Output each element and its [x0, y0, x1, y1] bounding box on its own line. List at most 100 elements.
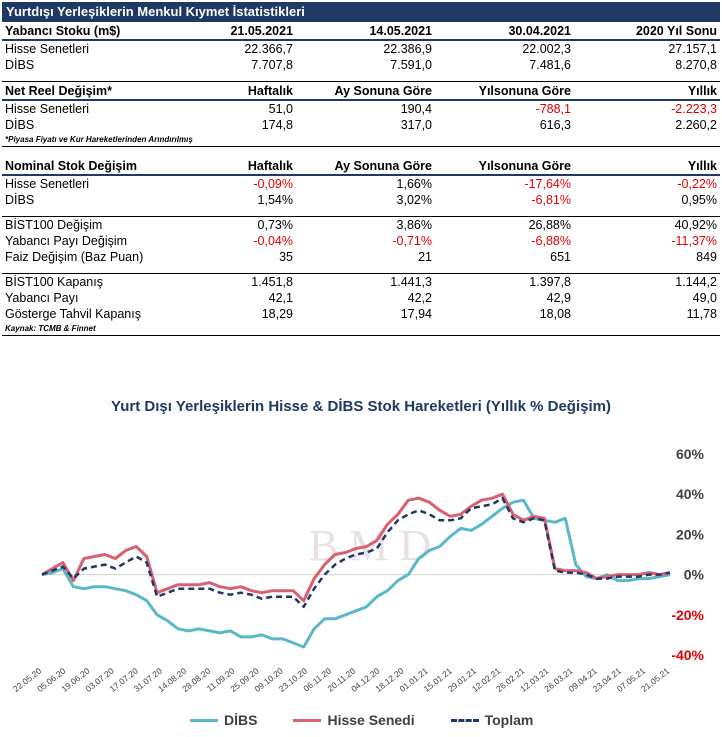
legend-label-toplam: Toplam	[484, 712, 534, 728]
statistics-panel: Yurtdışı Yerleşiklerin Menkul Kıymet İst…	[2, 2, 720, 336]
row-label: Yabancı Payı	[5, 291, 79, 305]
chart-title: Yurt Dışı Yerleşiklerin Hisse & DİBS Sto…	[111, 398, 611, 415]
cell-value: 0,95%	[681, 193, 717, 207]
y-tick-label: 40%	[676, 486, 705, 502]
cell-value: Ay Sonuna Göre	[296, 81, 435, 101]
cell-value: -6,88%	[531, 234, 571, 248]
nominal-header-row: Nominal Stok Değişim Haftalık Ay Sonuna Gö…	[2, 157, 720, 176]
footnote: Kaynak: TCMB & Finnet	[2, 322, 720, 336]
cell-value: 22.002,3	[522, 42, 571, 56]
cell-value: 1.144,2	[675, 275, 717, 289]
cell-value: 14.05.2021	[296, 22, 435, 41]
y-tick-label: -40%	[671, 647, 704, 663]
cell-value: 1.441,3	[390, 275, 432, 289]
cell-value: -0,04%	[253, 234, 293, 248]
statistics-table: Yabancı Stoku (m$) 21.05.2021 14.05.2021 30…	[2, 22, 720, 336]
net-real-row: DİBS 174,8 317,0 616,3 2.260,2	[2, 117, 720, 133]
cell-value: 1.451,8	[251, 275, 293, 289]
nominal-row: DİBS 1,54% 3,02% -6,81% 0,95%	[2, 192, 720, 208]
cell-value: 174,8	[261, 118, 293, 132]
y-tick-label: 20%	[676, 526, 705, 542]
cell-value: 8.270,8	[675, 58, 717, 72]
spacer	[2, 265, 720, 274]
cell-value: Haftalık	[202, 81, 296, 101]
legend-label-dibs: DİBS	[224, 712, 258, 728]
cell-value: Yıllık	[574, 81, 720, 101]
cell-value: Haftalık	[202, 157, 296, 176]
cell-value: 0,73%	[257, 218, 293, 232]
cell-value: Ay Sonuna Göre	[296, 157, 435, 176]
cell-value: 42,9	[546, 291, 571, 305]
cell-value: 26,88%	[528, 218, 571, 232]
cell-value: 317,0	[400, 118, 432, 132]
cell-value: 616,3	[539, 118, 571, 132]
net-real-row: Hisse Senetleri 51,0 190,4 -788,1 -2.223,3	[2, 100, 720, 117]
row-label: Hisse Senetleri	[5, 42, 90, 56]
legend-label-hisse: Hisse Senedi	[327, 712, 415, 728]
cell-value: 22.366,7	[244, 42, 293, 56]
cell-value: -788,1	[535, 102, 571, 116]
toplam-line-swatch	[450, 718, 479, 722]
cell-value: 3,02%	[396, 193, 432, 207]
cell-value: 2.260,2	[675, 118, 717, 132]
spacer	[2, 73, 720, 82]
dibs-series-line	[41, 498, 671, 649]
row-label: BİST100 Değişim	[5, 218, 103, 232]
row-label: Gösterge Tahvil Kapanış	[5, 307, 141, 321]
cell-value: Yılsonuna Göre	[435, 157, 574, 176]
cell-value: 3,86%	[396, 218, 432, 232]
footnote: *Piyasa Fiyatı ve Kur Hareketlerinden Ar…	[2, 133, 720, 147]
cell-value: 1.397,8	[529, 275, 571, 289]
cell-value: 849	[696, 250, 717, 264]
cell-value: 1,54%	[257, 193, 293, 207]
cell-value: 22.386,9	[383, 42, 432, 56]
y-tick-label: -20%	[671, 607, 704, 623]
row-label: DİBS	[5, 58, 35, 72]
stock-row: Hisse Senetleri 22.366,7 22.386,9 22.002,3 2…	[2, 40, 720, 57]
row-label: DİBS	[5, 118, 35, 132]
cell-value: 18,29	[261, 307, 293, 321]
row-label: Net Reel Değişim*	[2, 81, 202, 101]
row-label: Nominal Stok Değişim	[2, 157, 202, 176]
cell-value: 17,94	[400, 307, 432, 321]
stock-header-row: Yabancı Stoku (m$) 21.05.2021 14.05.2021 30…	[2, 22, 720, 41]
cell-value: -6,81%	[531, 193, 571, 207]
cell-value: 21	[418, 250, 432, 264]
cell-value: 18,08	[539, 307, 571, 321]
net-real-header-row: Net Reel Değişim* Haftalık Ay Sonuna Göre Y…	[2, 81, 720, 101]
cell-value: Yıllık	[574, 157, 720, 176]
row-label: Yabancı Payı Değişim	[5, 234, 128, 248]
y-tick-label: 60%	[676, 446, 705, 462]
row-label: Faiz Değişim (Baz Puan)	[5, 250, 144, 264]
hisse-line-swatch	[293, 718, 322, 722]
cell-value: Yılsonuna Göre	[435, 81, 574, 101]
cell-value: 42,2	[407, 291, 432, 305]
chart-legend: DİBS Hisse Senedi Toplam	[190, 712, 533, 728]
cell-value: 30.04.2021	[435, 22, 574, 41]
hisse-series-line	[41, 492, 671, 603]
row-label: Hisse Senetleri	[5, 177, 90, 191]
row-label: Hisse Senetleri	[5, 102, 90, 116]
cell-value: -0,22%	[677, 177, 717, 191]
line-chart: B M D60%40%20%0%-20%-40%22.05.2005.06.20…	[11, 446, 705, 694]
legend-item-toplam: Toplam	[450, 712, 534, 728]
cell-value: 1,66%	[396, 177, 432, 191]
cell-value: 7.707,8	[251, 58, 293, 72]
cell-value: 21.05.2021	[202, 22, 296, 41]
cell-value: -17,64%	[524, 177, 571, 191]
cell-value: 40,92%	[674, 218, 717, 232]
bist-change-row: Yabancı Payı Değişim -0,04% -0,71% -6,88% -1…	[2, 233, 720, 249]
row-label: Yabancı Stoku (m$)	[2, 22, 202, 41]
bist-change-row: BİST100 Değişim 0,73% 3,86% 26,88% 40,92%	[2, 217, 720, 234]
closing-row: Gösterge Tahvil Kapanış 18,29 17,94 18,08 11…	[2, 306, 720, 322]
y-tick-label: 0%	[684, 567, 705, 583]
closing-row: BİST100 Kapanış 1.451,8 1.441,3 1.397,8 1.14…	[2, 274, 720, 291]
panel-title: Yurtdışı Yerleşiklerin Menkul Kıymet İst…	[2, 2, 720, 22]
cell-value: 49,0	[692, 291, 717, 305]
cell-value: 27.157,1	[668, 42, 717, 56]
cell-value: 35	[279, 250, 293, 264]
cell-value: -11,37%	[671, 234, 717, 248]
footnote-row: Kaynak: TCMB & Finnet	[2, 322, 720, 336]
cell-value: 7.591,0	[390, 58, 432, 72]
bist-change-row: Faiz Değişim (Baz Puan) 35 21 651 849	[2, 249, 720, 265]
